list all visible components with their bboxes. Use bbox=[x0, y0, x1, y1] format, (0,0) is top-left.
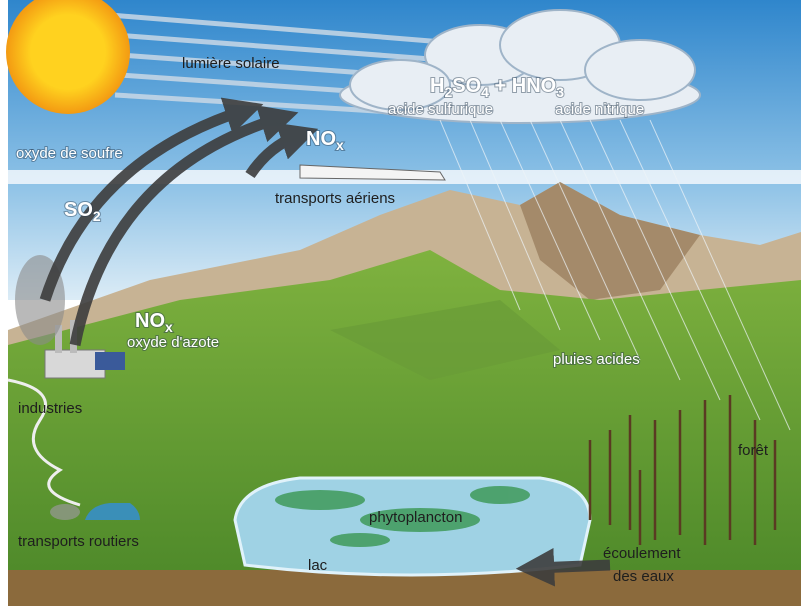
label: lac bbox=[308, 557, 328, 574]
formula-part: SO bbox=[452, 75, 481, 97]
formula-part: NO bbox=[306, 128, 336, 150]
subscript: x bbox=[165, 319, 173, 335]
label: lumière solaire bbox=[182, 55, 280, 72]
label: acide nitrique bbox=[555, 101, 644, 118]
label: oxyde d'azote bbox=[127, 334, 219, 351]
formula-part: H bbox=[430, 75, 444, 97]
label: écoulement bbox=[603, 545, 681, 562]
label: pluies acides bbox=[553, 351, 640, 368]
subscript: 2 bbox=[444, 84, 452, 100]
label: des eaux bbox=[613, 568, 674, 585]
subscript: 2 bbox=[93, 208, 101, 224]
label: transports aériens bbox=[275, 190, 395, 207]
subscript: x bbox=[336, 137, 344, 153]
subscript: 4 bbox=[481, 84, 489, 100]
formula-part: NO bbox=[135, 310, 165, 332]
formula-part: SO bbox=[64, 199, 93, 221]
label: oxyde de soufre bbox=[16, 145, 123, 162]
label: acide sulfurique bbox=[388, 101, 493, 118]
subscript: 3 bbox=[556, 84, 564, 100]
label: transports routiers bbox=[18, 533, 139, 550]
formula-part: + HNO bbox=[489, 75, 556, 97]
label: forêt bbox=[738, 442, 769, 459]
label: phytoplancton bbox=[369, 509, 462, 526]
label: industries bbox=[18, 400, 82, 417]
acid-rain-diagram: lumière solaire H2SO4 + HNO3 acide sulfu… bbox=[0, 0, 801, 606]
